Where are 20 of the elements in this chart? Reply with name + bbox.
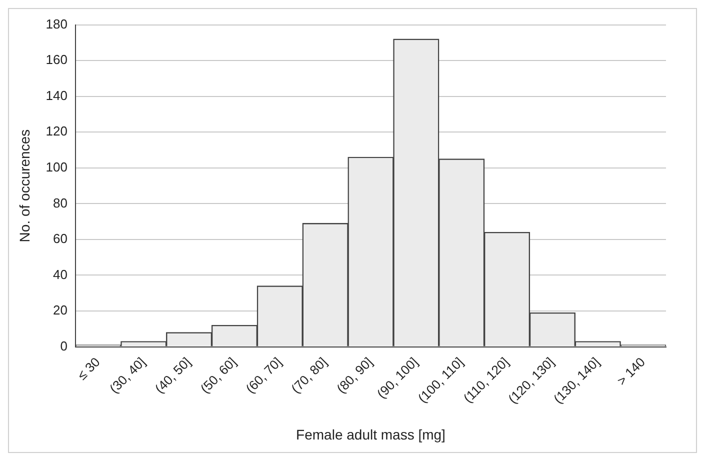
x-axis-title: Female adult mass [mg] — [296, 426, 446, 442]
y-tick-label: 120 — [46, 124, 68, 139]
y-tick-label: 180 — [46, 16, 68, 32]
y-tick-label: 40 — [53, 266, 68, 282]
y-tick-label: 60 — [53, 231, 68, 246]
x-tick-label: ≤ 30 — [74, 354, 103, 383]
y-tick-label: 160 — [46, 52, 68, 68]
x-tick-label: (30, 40] — [106, 354, 148, 396]
x-tick-label: (50, 60] — [197, 354, 240, 396]
x-tick-label: (70, 80] — [288, 354, 330, 396]
x-tick-label: (40, 50] — [152, 354, 194, 396]
y-tick-label: 0 — [60, 338, 68, 354]
x-tick-label: > 140 — [614, 354, 648, 388]
y-tick-label: 20 — [53, 302, 68, 318]
y-axis-title: No. of occurences — [16, 129, 32, 242]
y-tick-label: 100 — [46, 159, 68, 174]
y-tick-label: 140 — [46, 88, 68, 103]
x-tick-label: (80, 90] — [334, 354, 376, 396]
x-tick-label: (60, 70] — [242, 354, 285, 396]
y-tick-label: 80 — [53, 195, 68, 210]
